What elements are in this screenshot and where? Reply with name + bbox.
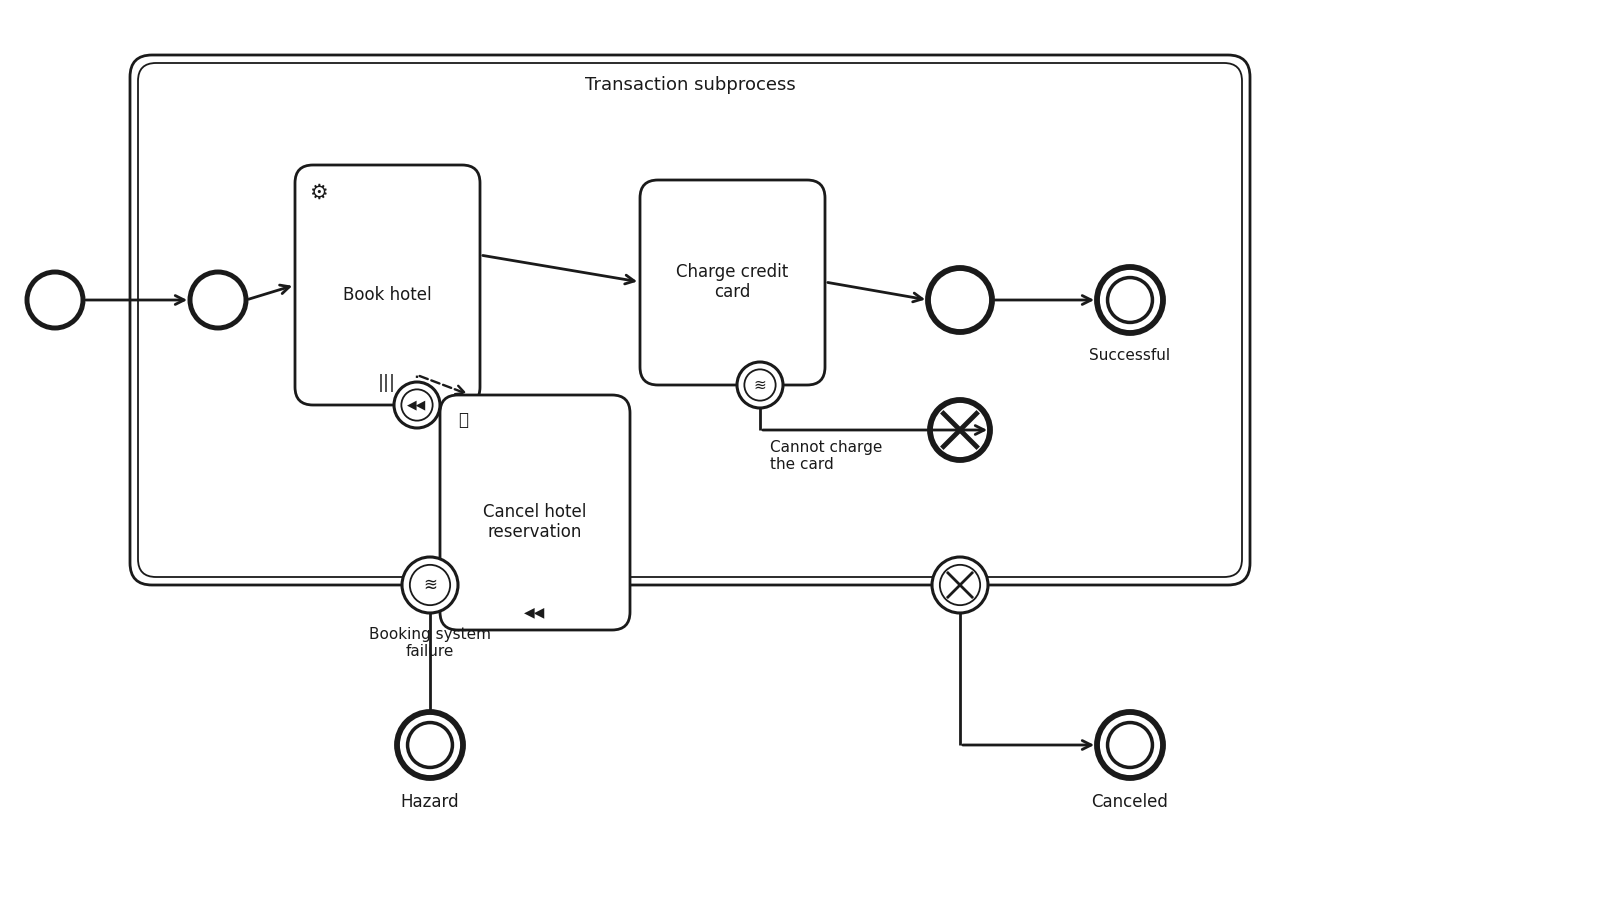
Circle shape [939, 565, 979, 605]
Text: ◀◀: ◀◀ [525, 605, 546, 619]
Text: Canceled: Canceled [1091, 793, 1168, 811]
Text: Cannot charge
the card: Cannot charge the card [769, 440, 881, 473]
Text: ≋: ≋ [753, 377, 766, 392]
Text: 🧑: 🧑 [457, 411, 467, 429]
Text: Hazard: Hazard [400, 793, 459, 811]
Circle shape [401, 389, 432, 420]
Circle shape [396, 712, 462, 778]
Circle shape [928, 268, 992, 332]
Circle shape [737, 362, 783, 408]
Text: |||: ||| [377, 374, 396, 392]
Text: ≋: ≋ [422, 576, 437, 594]
Circle shape [931, 557, 987, 613]
Text: Charge credit
card: Charge credit card [676, 262, 788, 302]
Circle shape [393, 382, 440, 428]
Circle shape [27, 272, 83, 328]
Text: Transaction subprocess: Transaction subprocess [584, 76, 794, 94]
Text: Cancel hotel
reservation: Cancel hotel reservation [483, 503, 586, 541]
Circle shape [1107, 278, 1152, 323]
Text: Booking system
failure: Booking system failure [369, 627, 491, 659]
Text: ◀◀: ◀◀ [408, 399, 427, 411]
Circle shape [408, 723, 453, 768]
Circle shape [401, 557, 457, 613]
Circle shape [409, 565, 449, 605]
FancyBboxPatch shape [295, 165, 480, 405]
Text: ⚙: ⚙ [308, 183, 327, 203]
FancyBboxPatch shape [640, 180, 825, 385]
FancyBboxPatch shape [130, 55, 1249, 585]
FancyBboxPatch shape [440, 395, 629, 630]
Circle shape [1096, 712, 1162, 778]
Circle shape [189, 272, 246, 328]
Circle shape [1107, 723, 1152, 768]
Circle shape [743, 369, 775, 400]
Circle shape [1096, 267, 1162, 333]
Text: Successful: Successful [1088, 348, 1170, 363]
Text: Book hotel: Book hotel [342, 286, 432, 304]
Circle shape [929, 400, 989, 460]
